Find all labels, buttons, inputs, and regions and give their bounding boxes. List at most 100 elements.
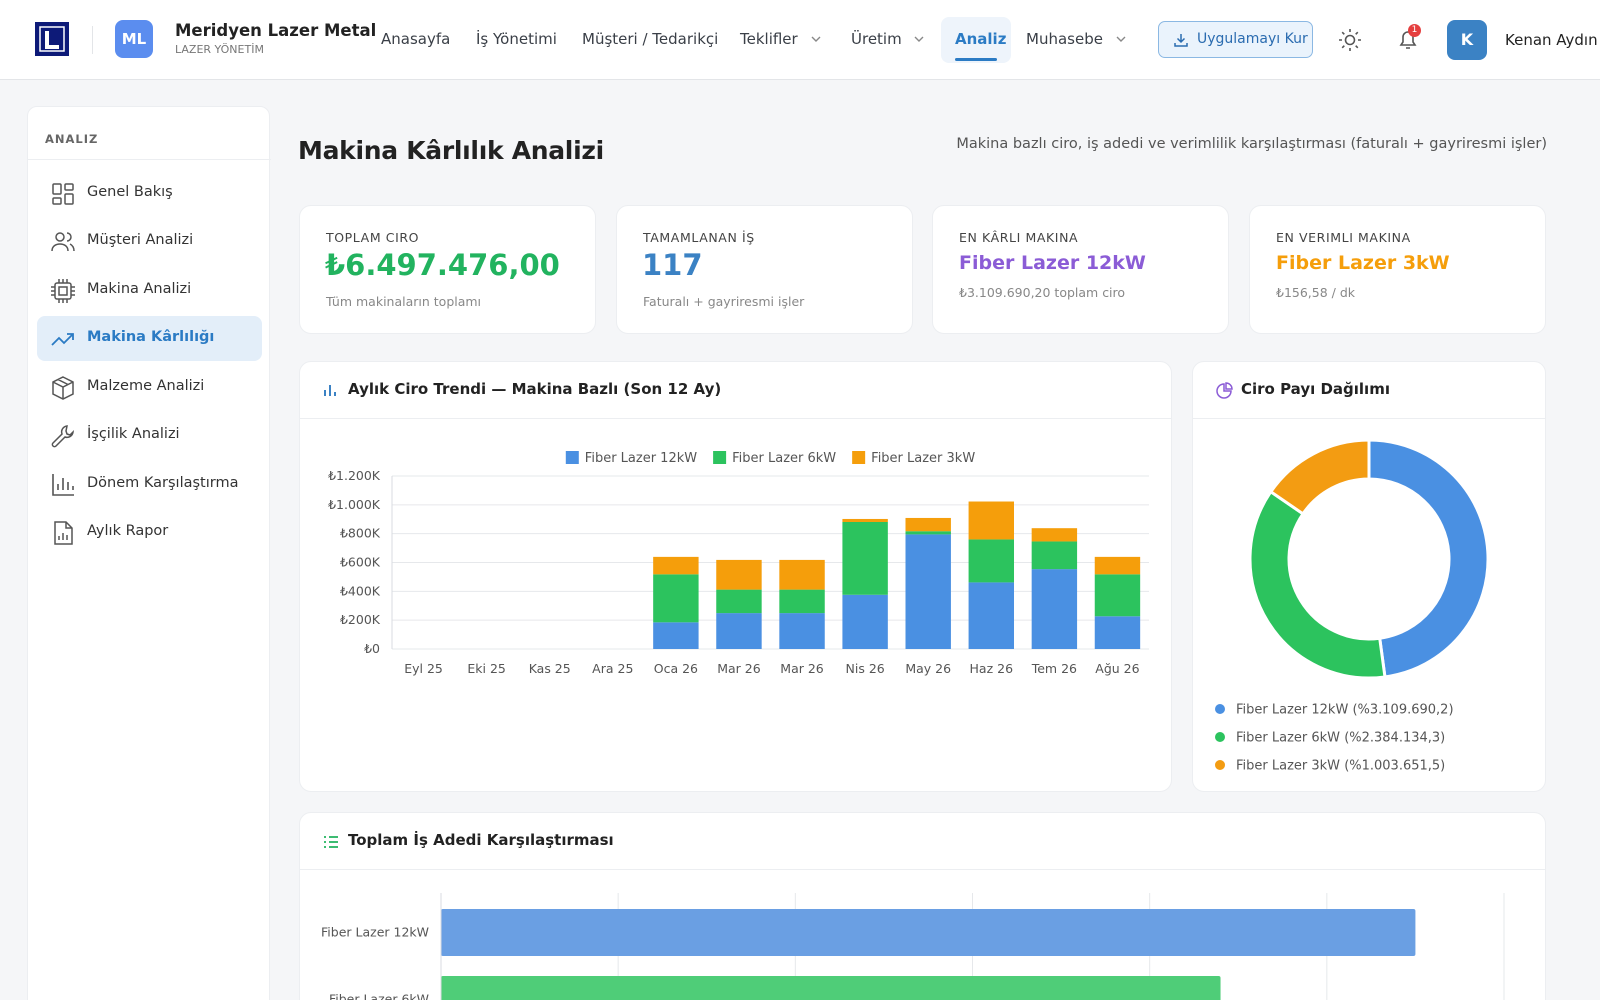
- card-header: Aylık Ciro Trendi — Makina Bazlı (Son 12…: [300, 362, 1171, 419]
- donut-slice: [1248, 489, 1387, 680]
- nav-link[interactable]: Anasayfa: [381, 30, 451, 48]
- icon: [1216, 382, 1233, 399]
- chart-card: Aylık Ciro Trendi — Makina Bazlı (Son 12…: [299, 361, 1172, 792]
- sidebar-label: İşçilik Analizi: [87, 426, 180, 442]
- brand-sub: LAZER YÖNETİM: [175, 43, 264, 56]
- user-name[interactable]: Kenan Aydın: [1505, 31, 1598, 49]
- chart: ₺0 ₺200K ₺400K ₺600K ₺800K ₺1.000K ₺1.200K Eyl …: [328, 451, 1149, 676]
- legend-value: (%1.003.651,5): [1344, 759, 1445, 774]
- kpi-card: EN KÂRLI MAKINA Fiber Lazer 12kW ₺3.109.…: [932, 205, 1229, 334]
- sidebar-label: Makina Analizi: [87, 281, 192, 297]
- sidebar: ANALIZ Genel Bakış Müşteri Analizi Makin…: [27, 106, 271, 1000]
- chart: Fiber Lazer 12kW Fiber Lazer 6kW: [321, 893, 1505, 1000]
- bar-segment: [653, 556, 699, 575]
- app-logo[interactable]: [35, 22, 69, 56]
- legend-name: Fiber Lazer 12kW: [1236, 703, 1348, 718]
- user-avatar[interactable]: K: [1447, 20, 1487, 60]
- chart-title: Ciro Payı Dağılımı: [1241, 380, 1390, 398]
- chevron: [914, 36, 924, 42]
- icon: [51, 425, 74, 448]
- sidebar-label: Genel Bakış: [87, 184, 173, 200]
- sidebar-label: Makina Kârlılığı: [87, 329, 215, 345]
- bar-segment: [653, 622, 699, 649]
- legend-swatch: [565, 451, 579, 464]
- kpi-label: TAMAMLANAN İŞ: [643, 230, 755, 245]
- bar-segment: [1031, 528, 1078, 542]
- bar-segment: [1031, 541, 1078, 570]
- bar-segment: [653, 574, 699, 623]
- sidebar-label: Aylık Rapor: [87, 523, 169, 539]
- bar-segment: [779, 559, 825, 590]
- nav-link[interactable]: Teklifler: [740, 30, 798, 48]
- donut-slice: [1268, 438, 1371, 516]
- y-tick-label: ₺1.200K: [328, 468, 381, 483]
- legend-label: Fiber Lazer 3kW: [871, 451, 975, 466]
- sidebar-item[interactable]: Aylık Rapor: [37, 510, 262, 555]
- sidebar-item[interactable]: Müşteri Analizi: [37, 219, 262, 264]
- nav-link[interactable]: Müşteri / Tedarikçi: [582, 30, 719, 48]
- sidebar-label: Müşteri Analizi: [87, 232, 194, 248]
- bar-segment: [1094, 574, 1141, 617]
- sidebar-item[interactable]: Makina Analizi: [37, 268, 262, 313]
- bar-segment: [779, 589, 825, 614]
- sidebar-item[interactable]: İşçilik Analizi: [37, 413, 262, 458]
- nav-link[interactable]: İş Yönetimi: [476, 30, 557, 48]
- nav-link[interactable]: Muhasebe: [1026, 30, 1103, 48]
- donut-slice: [1367, 438, 1490, 679]
- x-tick-label: Mar 26: [780, 661, 824, 676]
- legend: Fiber Lazer 12kW Fiber Lazer 6kW Fiber Laz…: [565, 451, 975, 466]
- kpi-note: Faturalı + gayriresmi işler: [643, 294, 805, 309]
- page-title: Makina Kârlılık Analizi: [298, 136, 604, 165]
- y-tick-label: Fiber Lazer 12kW: [321, 925, 429, 940]
- nav-link-active[interactable]: Analiz: [955, 30, 1007, 48]
- x-tick-label: Kas 25: [529, 661, 571, 676]
- sidebar-item[interactable]: Genel Bakış: [37, 171, 262, 216]
- bar-segment: [716, 589, 762, 614]
- y-tick-label: ₺200K: [340, 612, 381, 627]
- x-tick-label: Oca 26: [654, 661, 698, 676]
- bar-segment: [905, 531, 951, 535]
- legend-dot: [1215, 760, 1225, 770]
- x-tick-label: Tem 26: [1031, 661, 1077, 676]
- icon: [54, 521, 73, 545]
- x-tick-label: Haz 26: [970, 661, 1014, 676]
- legend-label: Fiber Lazer 3kW (%1.003.651,5): [1236, 759, 1445, 774]
- bar: [441, 909, 1416, 956]
- bar-segment: [842, 521, 888, 595]
- kpi-card: EN VERIMLI MAKINA Fiber Lazer 3kW ₺156,5…: [1249, 205, 1546, 334]
- icon: [52, 183, 74, 205]
- bar-segment: [779, 613, 825, 649]
- page-subtitle: Makina bazlı ciro, iş adedi ve verimlili…: [956, 136, 1547, 152]
- kpi-card: TOPLAM CIRO ₺6.497.476,00 Tüm makinaları…: [299, 205, 596, 334]
- legend-swatch: [713, 451, 727, 464]
- legend-value: (%3.109.690,2): [1352, 703, 1453, 718]
- nav-link[interactable]: Üretim: [851, 30, 902, 48]
- legend-label: Fiber Lazer 6kW: [732, 451, 836, 466]
- sidebar-item[interactable]: Malzeme Analizi: [37, 365, 262, 410]
- card-header: Ciro Payı Dağılımı: [1193, 362, 1545, 419]
- install-label: Uygulamayı Kur: [1197, 31, 1308, 47]
- legend-name: Fiber Lazer 6kW: [1236, 731, 1340, 746]
- y-tick-label: ₺1.000K: [328, 497, 381, 512]
- x-tick-label: Eki 25: [467, 661, 506, 676]
- x-tick-label: Ağu 26: [1095, 661, 1139, 676]
- icon: [51, 333, 74, 346]
- theme-toggle[interactable]: [1338, 28, 1362, 52]
- nav-active-bg: [941, 17, 1011, 63]
- legend-name: Fiber Lazer 3kW: [1236, 759, 1340, 774]
- legend-label: Fiber Lazer 12kW: [585, 451, 697, 466]
- chart-card: Toplam İş Adedi Karşılaştırması Fiber La…: [299, 812, 1546, 1000]
- sidebar-label: Dönem Karşılaştırma: [87, 475, 239, 491]
- kpi-label: TOPLAM CIRO: [326, 230, 420, 245]
- icon: [51, 232, 75, 252]
- chevron: [1116, 36, 1126, 42]
- icon: [52, 376, 74, 400]
- bar-segment: [968, 539, 1015, 583]
- sidebar-item[interactable]: Dönem Karşılaştırma: [37, 462, 262, 507]
- kpi-value: 117: [642, 248, 703, 282]
- bar-segment: [716, 559, 762, 590]
- install-button[interactable]: Uygulamayı Kur: [1158, 21, 1313, 58]
- sidebar-item-active[interactable]: Makina Kârlılığı: [37, 316, 262, 361]
- legend-label: Fiber Lazer 12kW (%3.109.690,2): [1236, 703, 1454, 718]
